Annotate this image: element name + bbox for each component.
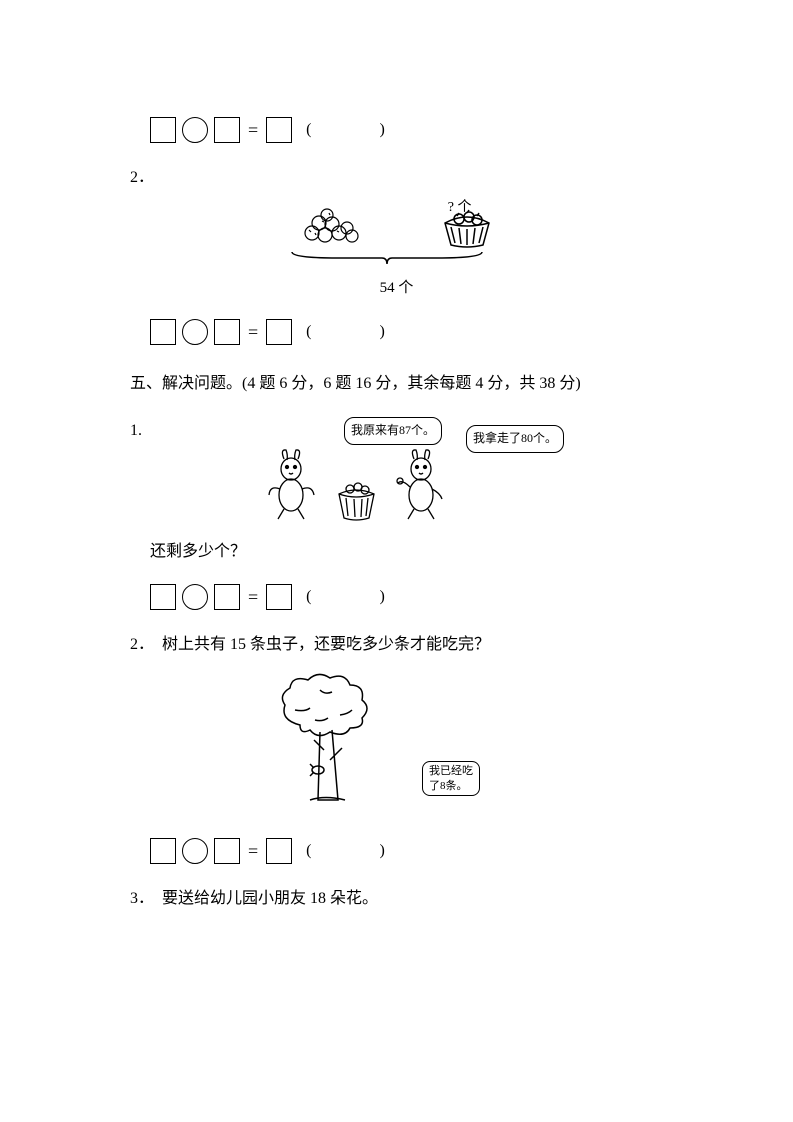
- blank-box[interactable]: [150, 117, 176, 143]
- basket-mid-icon: [334, 472, 379, 522]
- q5-2-number: 2．: [130, 631, 154, 660]
- question-5-1: 1. 我原来有87个。 我拿走了80个。: [130, 417, 663, 522]
- operator-circle[interactable]: [182, 117, 208, 143]
- q5-1-subquestion: 还剩多少个？: [150, 538, 663, 567]
- unit-paren[interactable]: ( ): [306, 837, 397, 866]
- equation-row-1: = ( ): [150, 114, 663, 146]
- tree-speech-bubble: 我已经吃 了8条。: [422, 761, 480, 796]
- total-label: 54 个: [287, 275, 507, 302]
- blank-box[interactable]: [266, 584, 292, 610]
- q5-1-number: 1.: [130, 417, 142, 446]
- unit-paren[interactable]: ( ): [306, 583, 397, 612]
- unit-paren[interactable]: ( ): [306, 116, 397, 145]
- blank-box[interactable]: [214, 838, 240, 864]
- speech-bubble-1: 我原来有87个。: [344, 417, 442, 445]
- operator-circle[interactable]: [182, 584, 208, 610]
- blank-box[interactable]: [266, 319, 292, 345]
- blank-box[interactable]: [214, 117, 240, 143]
- tree-speech-line2: 了8条。: [429, 780, 468, 792]
- tree-speech-line1: 我已经吃: [429, 765, 473, 777]
- figure-strawberry: ? 个 54: [287, 203, 507, 302]
- equation-row-2: = ( ): [150, 316, 663, 348]
- tree-icon: [270, 670, 390, 810]
- figure-tree: 我已经吃 了8条。: [270, 670, 470, 821]
- q5-2-text: 树上共有 15 条虫子，还要吃多少条才能吃完？: [162, 636, 490, 653]
- blank-box[interactable]: [214, 319, 240, 345]
- equals-sign: =: [248, 581, 258, 613]
- blank-box[interactable]: [150, 584, 176, 610]
- rabbit-right-icon: [394, 447, 449, 522]
- equation-row-4: = ( ): [150, 835, 663, 867]
- q2-number: 2．: [130, 164, 154, 193]
- section-5-title: 五、解决问题。(4 题 6 分，6 题 16 分，其余每题 4 分，共 38 分…: [130, 370, 663, 399]
- question-mark-label: ? 个: [448, 195, 472, 220]
- blank-box[interactable]: [214, 584, 240, 610]
- blank-box[interactable]: [266, 117, 292, 143]
- rabbit-left-icon: [264, 447, 319, 522]
- figure-strawberry-wrap: ? 个 54: [130, 203, 663, 302]
- unit-paren[interactable]: ( ): [306, 318, 397, 347]
- blank-box[interactable]: [266, 838, 292, 864]
- question-5-3: 3． 要送给幼儿园小朋友 18 朵花。: [130, 885, 663, 914]
- equals-sign: =: [248, 114, 258, 146]
- q5-3-number: 3．: [130, 885, 154, 914]
- q5-3-text: 要送给幼儿园小朋友 18 朵花。: [162, 890, 378, 907]
- blank-box[interactable]: [150, 319, 176, 345]
- brace-icon: [287, 250, 487, 266]
- question-2: 2．: [130, 164, 663, 193]
- blank-box[interactable]: [150, 838, 176, 864]
- equals-sign: =: [248, 835, 258, 867]
- question-5-2: 2． 树上共有 15 条虫子，还要吃多少条才能吃完？: [130, 631, 663, 660]
- speech-bubble-2: 我拿走了80个。: [466, 425, 564, 453]
- figure-rabbits: 我原来有87个。 我拿走了80个。: [264, 417, 564, 522]
- strawberry-pile-icon: [297, 203, 367, 248]
- equals-sign: =: [248, 316, 258, 348]
- operator-circle[interactable]: [182, 838, 208, 864]
- operator-circle[interactable]: [182, 319, 208, 345]
- equation-row-3: = ( ): [150, 581, 663, 613]
